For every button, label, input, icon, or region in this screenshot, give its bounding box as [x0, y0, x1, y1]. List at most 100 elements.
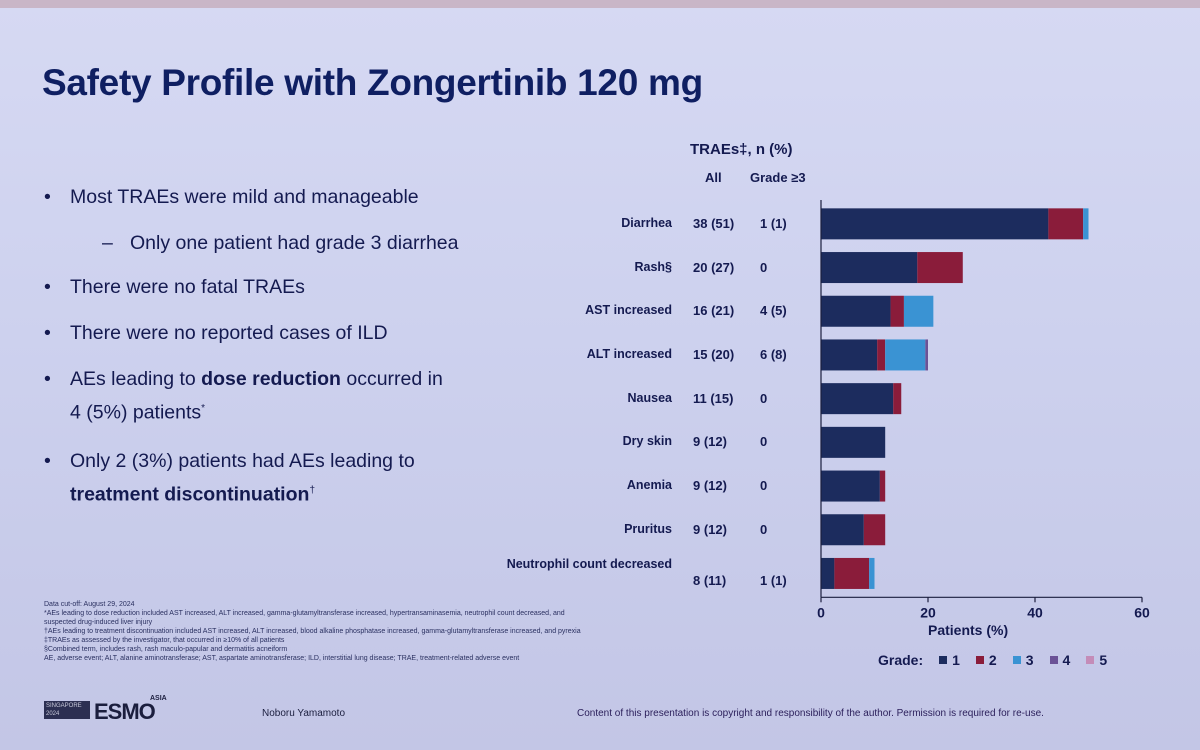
bullet-4-pre: AEs leading to: [70, 368, 202, 390]
legend-swatch: [1012, 656, 1021, 664]
row-all-count: 15 (20): [693, 346, 735, 362]
bullet-1: • Most TRAEs were mild and manageable: [44, 182, 419, 212]
bullet-5-pre: Only 2 (3%) patients had AEs leading to: [70, 450, 415, 472]
bar-grade-1: [821, 252, 918, 284]
footnote-line: †AEs leading to treatment discontinuatio…: [44, 628, 581, 635]
legend-label: 4: [1062, 652, 1071, 668]
row-all-count: 9 (12): [693, 478, 727, 494]
bar-grade-2: [1048, 208, 1084, 240]
footnote-line: ‡TRAEs as assessed by the investigator, …: [44, 637, 285, 644]
bar-grade-3: [869, 557, 875, 589]
bullet-dot: •: [44, 186, 51, 208]
footnote-line: Data cut-off: August 29, 2024: [44, 601, 135, 608]
row-grade3-count: 0: [760, 259, 768, 275]
row-label: AST increased: [585, 303, 672, 318]
row-grade3-count: 0: [760, 521, 768, 537]
row-label: Nausea: [627, 390, 672, 405]
x-tick-label: 60: [1134, 604, 1150, 620]
bullet-3: • There were no reported cases of ILD: [44, 318, 388, 348]
footnote-line: *AEs leading to dose reduction included …: [44, 610, 565, 617]
bar-grade-3: [903, 295, 934, 327]
row-all-count: 8 (11): [693, 573, 727, 589]
legend-swatch: [1086, 656, 1095, 664]
footnote-line: suspected drug-induced liver injury: [44, 619, 153, 626]
legend-label: 1: [952, 652, 960, 668]
bullet-5-bold: treatment discontinuation: [70, 483, 310, 506]
x-tick-label: 40: [1027, 604, 1043, 620]
row-label: Pruritus: [624, 521, 672, 536]
legend-item-grade-3: 3: [1012, 652, 1034, 668]
slide-title: Safety Profile with Zongertinib 120 mg: [42, 62, 703, 103]
table-header: TRAEs‡, n (%): [690, 141, 793, 158]
legend-title: Grade:: [878, 652, 924, 668]
bullet-1a: – Only one patient had grade 3 diarrhea: [102, 228, 459, 258]
row-label: ALT increased: [586, 346, 672, 361]
bullet-3-text: There were no reported cases of ILD: [70, 322, 388, 344]
bullet-1a-text: Only one patient had grade 3 diarrhea: [130, 232, 459, 254]
row-grade3-count: 1 (1): [760, 215, 787, 231]
legend-swatch: [1049, 656, 1058, 664]
footnotes: Data cut-off: August 29, 2024 *AEs leadin…: [44, 600, 824, 663]
row-label: Dry skin: [622, 434, 672, 449]
legend-item-grade-4: 4: [1049, 652, 1071, 668]
bar-grade-3: [1083, 208, 1089, 240]
bar-grade-1: [821, 426, 886, 458]
bullet-dot: •: [44, 276, 51, 298]
legend-item-grade-5: 5: [1086, 652, 1107, 668]
column-header-grade3: Grade ≥3: [750, 170, 806, 185]
legend: Grade: 1 2 3 4 5: [878, 652, 1107, 668]
row-grade3-count: 0: [760, 390, 768, 406]
legend-item-grade-2: 2: [975, 652, 997, 668]
copyright-notice: Content of this presentation is copyrigh…: [577, 708, 1044, 719]
column-header-all: All: [705, 170, 722, 185]
bar-grade-2: [879, 470, 886, 502]
bar-grade-3: [885, 339, 926, 371]
row-label: Anemia: [626, 478, 672, 493]
row-all-count: 11 (15): [693, 390, 734, 406]
bullet-5: • Only 2 (3%) patients had AEs leading t…: [44, 446, 415, 510]
footnote-mark: *: [201, 403, 206, 414]
row-all-count: 20 (27): [693, 259, 735, 275]
bullet-2: • There were no fatal TRAEs: [44, 272, 305, 302]
footnote-mark: †: [309, 485, 315, 496]
row-all-count: 9 (12): [693, 521, 727, 537]
row-all-count: 38 (51): [693, 215, 735, 231]
legend-swatch: [975, 656, 984, 664]
legend-label: 3: [1025, 652, 1034, 668]
bar-grade-1: [821, 383, 894, 415]
bullet-4-line2: 4 (5%) patients: [70, 401, 202, 424]
legend-label: 5: [1099, 652, 1108, 668]
legend-swatch: [939, 656, 948, 664]
row-label: Diarrhea: [621, 215, 672, 230]
bullet-1-text: Most TRAEs were mild and manageable: [70, 186, 419, 208]
row-grade3-count: 4 (5): [760, 303, 787, 319]
bar-grade-1: [821, 339, 878, 371]
logo-location: SINGAPORE 2024: [44, 701, 90, 719]
bar-grade-1: [821, 514, 864, 546]
logo-text: ESMO: [94, 699, 156, 724]
bar-grade-2: [877, 339, 886, 371]
bar-grade-2: [863, 514, 886, 546]
bullet-dash: –: [102, 232, 113, 254]
bullet-2-text: There were no fatal TRAEs: [70, 276, 305, 298]
x-tick-label: 20: [920, 604, 936, 620]
slide-top-border: [0, 0, 1200, 8]
bar-grade-4: [925, 339, 928, 371]
bullet-dot: •: [44, 322, 51, 344]
bar-grade-2: [917, 252, 963, 284]
bar-grade-2: [893, 383, 902, 415]
row-grade3-count: 0: [760, 478, 768, 494]
row-grade3-count: 1 (1): [760, 573, 787, 589]
legend-item-grade-1: 1: [939, 652, 960, 668]
bar-grade-1: [821, 295, 891, 327]
x-axis-label: Patients (%): [928, 622, 1009, 638]
esmo-asia-logo: SINGAPORE 2024 ESMO ASIA: [44, 695, 184, 724]
footnote-line: AE, adverse event; ALT, alanine aminotra…: [44, 655, 520, 662]
bullet-4-post: occurred in: [340, 368, 443, 390]
row-label: Neutrophil count decreased: [506, 557, 672, 572]
bullet-4: • AEs leading to dose reduction occurred…: [44, 364, 443, 428]
bullet-4-bold: dose reduction: [201, 368, 341, 390]
bar-grade-1: [821, 557, 835, 589]
